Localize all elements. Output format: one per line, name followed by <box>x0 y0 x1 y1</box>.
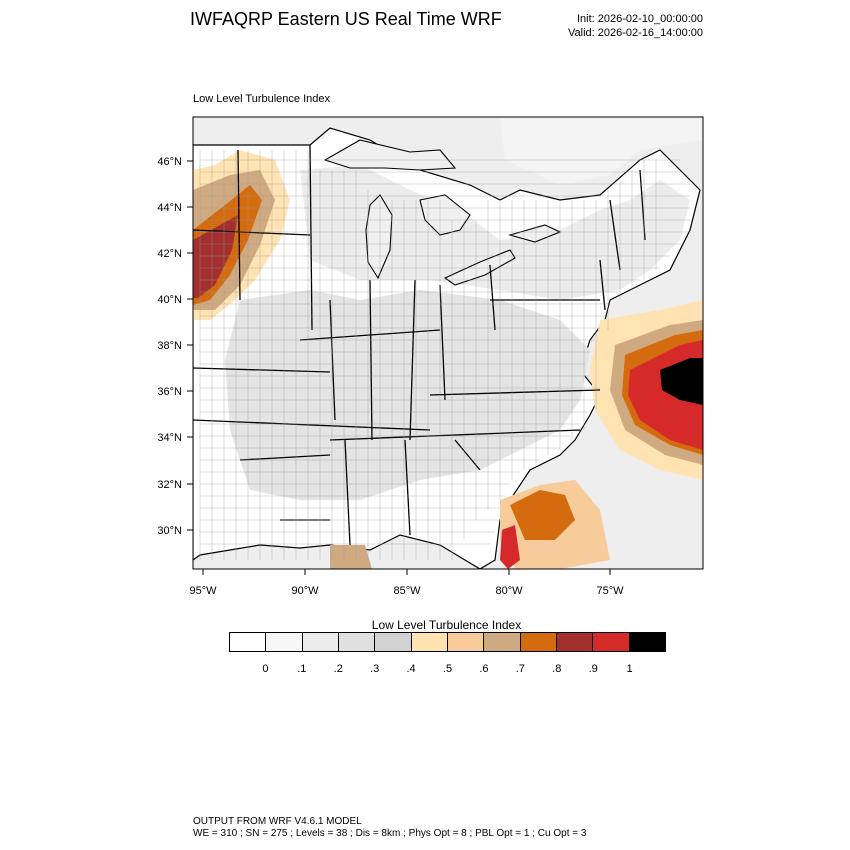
axis-ticks <box>187 160 611 575</box>
colorbar-tick-label: .3 <box>370 663 380 675</box>
panel-title: Low Level Turbulence Index <box>193 93 330 105</box>
atlantic-turbulence-extreme <box>660 358 703 405</box>
colorbar-swatch <box>411 633 448 651</box>
state-boundaries <box>193 144 646 546</box>
colorbar-labels: 0 .1 .2 .3 .4 .5 .6 .7 .8 .9 1 <box>229 663 666 679</box>
colorbar-swatch <box>593 633 630 651</box>
colorbar-swatch <box>556 633 594 651</box>
footer-config: WE = 310 ; SN = 275 ; Levels = 38 ; Dis … <box>193 828 587 839</box>
turbulence-light-region <box>300 165 690 300</box>
colorbar-swatch <box>484 633 521 651</box>
colorbar-tick-label: .1 <box>297 663 307 675</box>
footer-model: OUTPUT FROM WRF V4.6.1 MODEL <box>193 816 362 827</box>
canada-land <box>193 117 703 185</box>
turbulence-grey-region <box>225 290 590 500</box>
colorbar-tick-label: .4 <box>406 663 416 675</box>
lat-label: 46°N <box>157 156 182 168</box>
lake-erie <box>443 249 516 286</box>
colorbar-tick-label: .5 <box>442 663 453 675</box>
lon-label: 80°W <box>495 585 523 597</box>
lat-label: 34°N <box>157 432 182 444</box>
colorbar-tick-label: .6 <box>479 663 489 675</box>
gulf-turbulence <box>330 545 372 569</box>
colorbar-tick-label: 1 <box>626 663 633 675</box>
main-title: IWFAQRP Eastern US Real Time WRF <box>190 9 502 29</box>
colorbar-swatch <box>375 633 412 651</box>
map-border <box>192 116 704 570</box>
lake-superior <box>323 139 457 171</box>
colorbar-swatch <box>302 633 339 651</box>
lat-label: 44°N <box>157 202 182 214</box>
turbulence-plume-peak <box>193 215 238 298</box>
colorbar <box>229 632 666 652</box>
lon-axis: 95°W 90°W 85°W 80°W 75°W <box>189 585 624 597</box>
lon-label: 95°W <box>189 585 217 597</box>
lon-label: 75°W <box>596 585 624 597</box>
colorbar-swatch <box>338 633 376 651</box>
colorbar-tick-label: .8 <box>552 663 562 675</box>
lat-label: 32°N <box>157 479 182 491</box>
lon-label: 90°W <box>291 585 319 597</box>
colorbar-swatch <box>447 633 485 651</box>
lat-label: 40°N <box>157 294 182 306</box>
colorbar-tick-label: .2 <box>333 663 343 675</box>
lat-label: 42°N <box>157 248 182 260</box>
map-plot: 46°N 44°N 42°N 40°N 38°N 36°N 34°N 32°N … <box>157 116 704 597</box>
lat-axis: 46°N 44°N 42°N 40°N 38°N 36°N 34°N 32°N … <box>157 156 182 537</box>
se-coastal-peak <box>500 525 520 569</box>
lon-label: 85°W <box>393 585 421 597</box>
lat-label: 36°N <box>157 386 182 398</box>
init-time: Init: 2026-02-10_00:00:00 <box>577 13 703 25</box>
colorbar-swatch <box>629 633 665 651</box>
se-coastal-high <box>510 490 575 540</box>
colorbar-swatch <box>520 633 557 651</box>
colorbar-title: Low Level Turbulence Index <box>371 618 522 632</box>
lat-label: 30°N <box>157 525 182 537</box>
colorbar-tick-label: .9 <box>588 663 598 675</box>
colorbar-tick-label: .7 <box>515 663 525 675</box>
colorbar-swatch <box>230 633 267 651</box>
map-content <box>193 117 703 569</box>
colorbar-swatch <box>266 633 303 651</box>
lat-label: 38°N <box>157 340 182 352</box>
county-lines <box>199 150 690 560</box>
lake-michigan <box>365 194 393 280</box>
valid-time: Valid: 2026-02-16_14:00:00 <box>568 27 703 39</box>
colorbar-tick-label: 0 <box>262 663 269 675</box>
